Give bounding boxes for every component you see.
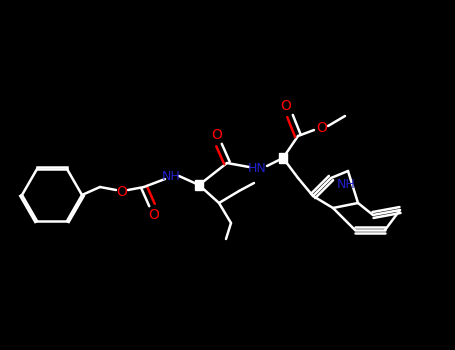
Text: O: O [281, 99, 292, 113]
Text: HN: HN [248, 161, 266, 175]
Text: NH: NH [162, 170, 180, 183]
Text: O: O [149, 208, 159, 222]
Text: O: O [317, 121, 328, 135]
Polygon shape [279, 153, 287, 163]
Text: O: O [116, 185, 127, 199]
Text: NH: NH [337, 178, 355, 191]
Polygon shape [195, 180, 203, 190]
Text: O: O [212, 128, 222, 142]
